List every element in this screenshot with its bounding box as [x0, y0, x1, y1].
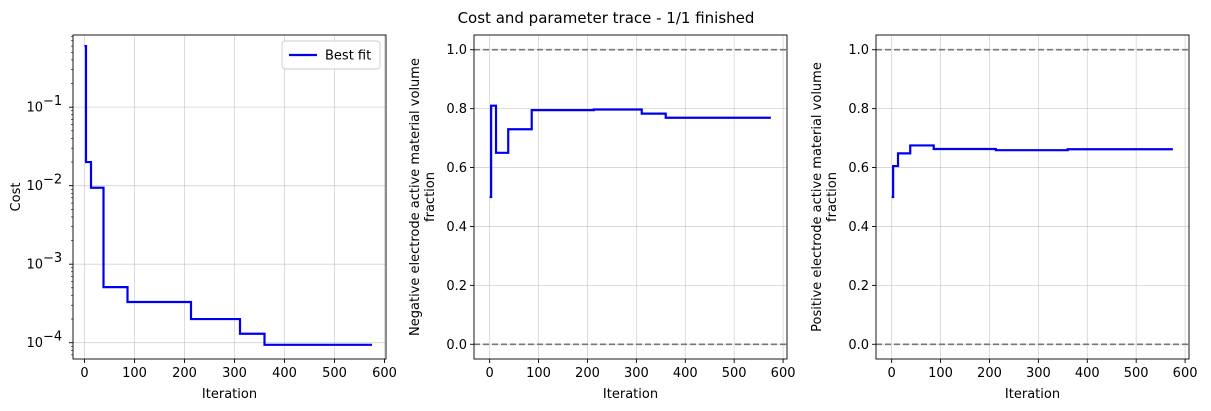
y-axis-label-line-2: fraction — [825, 172, 840, 222]
axes-frame — [875, 34, 1190, 360]
y-axis-label: Cost — [9, 183, 24, 212]
legend-box — [281, 40, 381, 70]
chart-panel-2: 0 100 200 300 400 500 600 0.0 0.2 0.4 0.6 0.8 1.0 Ite… — [408, 34, 796, 402]
y-tick-label: 0.4 — [446, 220, 467, 235]
x-tick-label: 600 — [771, 366, 796, 381]
x-axis-label: Iteration — [1005, 387, 1060, 402]
y-tick-exponent: −1 — [43, 94, 62, 109]
y-tick-exponent: −4 — [43, 330, 62, 345]
y-axis-label: Negative electrode active material volum… — [408, 58, 423, 336]
x-tick-label: 300 — [222, 366, 247, 381]
chart-panel-3: 0 100 200 300 400 500 600 0.0 0.2 0.4 0.6 0.8 1.0 Ite… — [810, 34, 1198, 402]
x-tick-label: 400 — [272, 366, 297, 381]
y-tick-label: 10 — [26, 336, 43, 351]
x-axis-label: Iteration — [202, 387, 257, 402]
x-tick-label: 100 — [928, 366, 953, 381]
x-axis-label: Iteration — [603, 387, 658, 402]
series-line-1 — [489, 104, 771, 199]
x-tick-label: 100 — [526, 366, 551, 381]
y-tick-label: 0.2 — [848, 279, 869, 294]
y-tick-label: 1.0 — [848, 43, 869, 58]
axes-frame — [72, 34, 387, 360]
x-tick-label: 500 — [1124, 366, 1149, 381]
series-line-1 — [84, 44, 372, 346]
x-tick-label: 600 — [372, 366, 397, 381]
x-tick-label: 0 — [80, 366, 88, 381]
figure-title: Cost and parameter trace - 1/1 finished — [458, 9, 755, 27]
y-tick-label: 10 — [26, 179, 43, 194]
axes-frame — [473, 34, 788, 360]
x-tick-label: 500 — [722, 366, 747, 381]
y-tick-label: 10 — [26, 101, 43, 116]
y-tick-label: 10 — [26, 258, 43, 273]
x-tick-label: 500 — [322, 366, 347, 381]
x-tick-label: 300 — [624, 366, 649, 381]
x-tick-label: 200 — [977, 366, 1002, 381]
y-tick-label: 0.6 — [446, 161, 467, 176]
y-tick-label: 1.0 — [446, 43, 467, 58]
x-tick-label: 0 — [486, 366, 494, 381]
y-tick-label: 0.8 — [848, 102, 869, 117]
x-tick-label: 400 — [673, 366, 698, 381]
x-tick-label: 600 — [1173, 366, 1198, 381]
x-tick-label: 200 — [172, 366, 197, 381]
y-tick-label: 0.0 — [848, 338, 869, 353]
y-tick-label: 0.8 — [446, 102, 467, 117]
x-tick-label: 100 — [122, 366, 147, 381]
x-tick-label: 300 — [1026, 366, 1051, 381]
y-axis-label-line-2: fraction — [423, 172, 438, 222]
legend-label: Best fit — [325, 49, 371, 64]
y-tick-label: 0.0 — [446, 338, 467, 353]
y-tick-label: 0.2 — [446, 279, 467, 294]
y-axis-label: Positive electrode active material volum… — [810, 62, 825, 332]
y-tick-exponent: −3 — [43, 251, 62, 266]
x-tick-label: 400 — [1075, 366, 1100, 381]
y-tick-label: 0.4 — [848, 220, 869, 235]
series-line-1 — [891, 144, 1173, 199]
y-tick-exponent: −2 — [43, 173, 62, 188]
y-tick-label: 0.6 — [848, 161, 869, 176]
x-tick-label: 200 — [575, 366, 600, 381]
x-tick-label: 0 — [888, 366, 896, 381]
